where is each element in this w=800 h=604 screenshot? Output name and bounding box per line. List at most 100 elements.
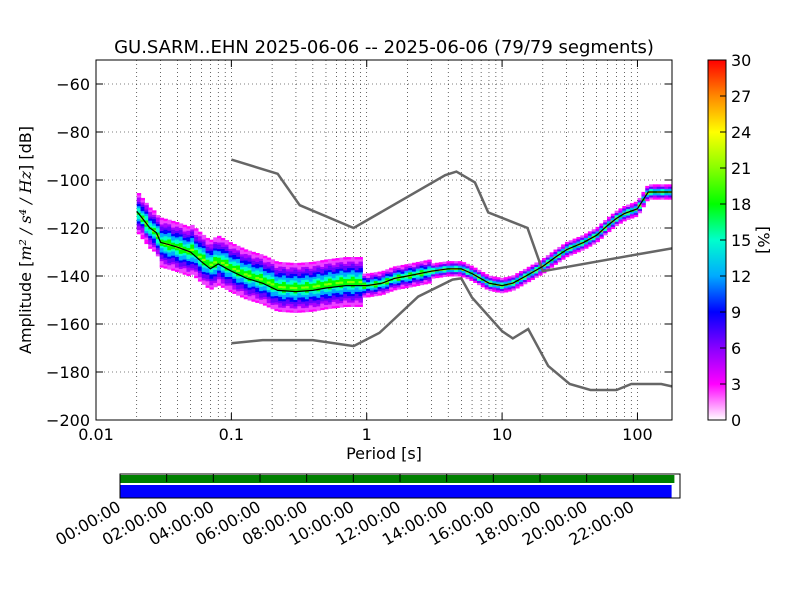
density-cell xyxy=(312,287,318,290)
density-cell xyxy=(270,278,275,282)
density-cell xyxy=(167,237,172,240)
density-cell xyxy=(217,246,222,250)
density-cell xyxy=(366,277,371,281)
density-cell xyxy=(304,283,310,287)
density-cell xyxy=(259,254,264,257)
density-cell xyxy=(289,269,295,272)
density-cell xyxy=(243,264,249,267)
density-cell xyxy=(247,296,253,299)
density-cell xyxy=(580,248,585,251)
density-cell xyxy=(327,306,333,309)
density-cell xyxy=(339,257,344,260)
density-cell xyxy=(262,268,268,272)
density-cell xyxy=(186,258,191,262)
density-cell xyxy=(136,197,142,200)
density-cell xyxy=(599,227,604,231)
density-cell xyxy=(511,277,516,280)
density-cell xyxy=(572,242,578,246)
density-cell xyxy=(389,280,394,284)
density-cell xyxy=(247,265,253,269)
density-cell xyxy=(545,265,551,269)
density-cell xyxy=(549,256,555,260)
density-cell xyxy=(190,224,195,228)
density-cell xyxy=(362,295,367,298)
density-cell xyxy=(607,218,612,222)
density-cell xyxy=(534,264,539,268)
density-cell xyxy=(205,259,210,262)
density-cell xyxy=(297,286,302,289)
y-tick-label: −200 xyxy=(46,411,90,430)
density-cell xyxy=(159,237,165,240)
density-cell xyxy=(568,253,574,256)
density-cell xyxy=(301,271,306,274)
density-cell xyxy=(304,305,310,308)
density-cell xyxy=(266,289,272,293)
density-cell xyxy=(201,260,207,264)
density-cell xyxy=(301,292,306,296)
density-cell xyxy=(259,267,264,270)
density-cell xyxy=(144,204,149,208)
density-cell xyxy=(289,286,295,289)
density-cell xyxy=(629,203,635,206)
density-cell xyxy=(347,302,352,305)
density-cell xyxy=(358,272,363,275)
density-cell xyxy=(178,266,184,270)
density-cell xyxy=(194,249,199,253)
density-cell xyxy=(641,202,646,206)
density-cell xyxy=(232,263,237,266)
density-cell xyxy=(335,279,340,283)
density-cell xyxy=(343,287,348,290)
density-cell xyxy=(274,267,279,271)
density-cell xyxy=(197,236,203,239)
density-cell xyxy=(335,299,340,302)
density-cell xyxy=(201,269,207,272)
density-cell xyxy=(400,273,405,276)
density-cell xyxy=(152,240,157,243)
density-cell xyxy=(297,299,302,302)
density-cell xyxy=(457,271,463,275)
density-cell xyxy=(282,277,287,280)
density-cell xyxy=(327,261,333,264)
density-cell xyxy=(347,291,352,294)
density-cell xyxy=(377,284,383,287)
density-cell xyxy=(274,287,279,290)
density-cell xyxy=(465,263,470,267)
density-cell xyxy=(503,281,509,284)
density-cell xyxy=(347,257,352,260)
density-cell xyxy=(201,273,207,277)
density-cell xyxy=(274,261,279,264)
density-cell xyxy=(209,250,214,253)
density-cell xyxy=(350,280,356,284)
density-cell xyxy=(350,295,356,299)
density-cell xyxy=(347,263,352,266)
density-cell xyxy=(419,263,425,266)
density-cell xyxy=(324,287,329,290)
y-axis-label-units: m² / s⁴ / Hz xyxy=(16,170,35,260)
density-cell xyxy=(400,282,405,285)
density-cell xyxy=(228,283,233,286)
density-cell xyxy=(262,303,268,306)
density-cell xyxy=(190,263,195,267)
density-cell xyxy=(205,244,210,247)
density-cell xyxy=(660,186,665,189)
density-cell xyxy=(174,256,180,260)
density-cell xyxy=(614,212,620,216)
density-cell xyxy=(136,203,142,207)
density-cell xyxy=(301,294,306,298)
density-cell xyxy=(404,266,409,269)
density-cell xyxy=(178,249,184,252)
density-cell xyxy=(266,264,272,267)
density-cell xyxy=(136,225,142,228)
density-cell xyxy=(186,247,191,251)
density-cell xyxy=(232,261,237,264)
density-cell xyxy=(178,270,184,274)
density-cell xyxy=(297,308,302,311)
density-cell xyxy=(534,266,539,270)
density-cell xyxy=(354,272,360,275)
density-cell xyxy=(580,239,585,243)
density-cell xyxy=(324,268,329,271)
density-cell xyxy=(220,240,226,243)
density-cell xyxy=(201,278,207,281)
density-cell xyxy=(584,233,589,236)
density-cell xyxy=(239,295,245,298)
